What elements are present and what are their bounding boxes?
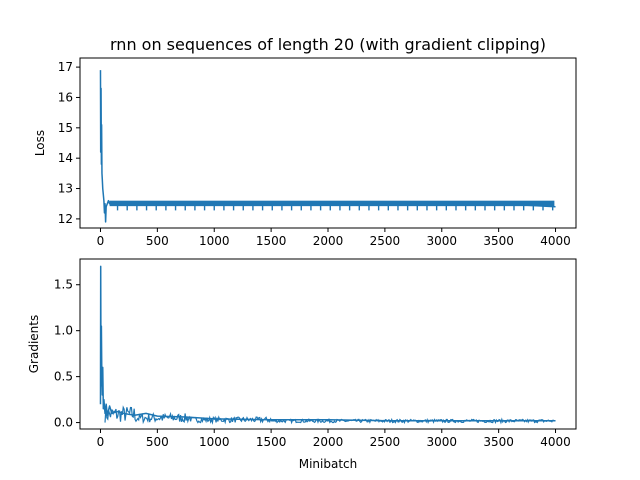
gradients-y-tick-label: 1.0 (54, 324, 73, 338)
loss-x-tick-label: 2000 (313, 234, 344, 248)
loss-x-tick-label: 2500 (370, 234, 401, 248)
gradients-x-tick-label: 2000 (313, 435, 344, 449)
loss-y-ticks: 12 13 14 15 16 17 (58, 60, 80, 226)
gradients-x-tick-label: 2500 (370, 435, 401, 449)
loss-y-axis-label: Loss (33, 130, 47, 156)
gradients-y-tick-label: 1.5 (54, 278, 73, 292)
chart-title: rnn on sequences of length 20 (with grad… (110, 35, 546, 54)
gradients-x-tick-label: 3500 (483, 435, 514, 449)
loss-x-tick-label: 4000 (540, 234, 571, 248)
gradients-y-ticks: 0.0 0.5 1.0 1.5 (54, 278, 80, 430)
gradients-x-tick-label: 4000 (540, 435, 571, 449)
gradients-y-axis-label: Gradients (27, 315, 41, 373)
x-axis-label: Minibatch (299, 457, 358, 471)
gradients-y-tick-label: 0.0 (54, 416, 73, 430)
gradients-x-tick-label: 1500 (256, 435, 287, 449)
loss-noise-band (109, 200, 555, 207)
loss-y-tick-label: 17 (58, 60, 73, 74)
loss-x-ticks: 0 500 1000 1500 2000 2500 3000 3500 4000 (97, 228, 571, 248)
gradients-y-tick-label: 0.5 (54, 370, 73, 384)
loss-y-tick-label: 16 (58, 90, 73, 104)
gradients-subplot: 0 500 1000 1500 2000 2500 3000 3500 4000 0.0 0.5 1… (27, 258, 577, 471)
gradients-x-tick-label: 500 (146, 435, 169, 449)
loss-x-tick-label: 500 (146, 234, 169, 248)
loss-series (99, 70, 556, 223)
loss-y-tick-label: 14 (58, 151, 73, 165)
loss-x-tick-label: 0 (97, 234, 105, 248)
gradients-noise-band (104, 405, 554, 425)
loss-line (99, 70, 556, 223)
loss-subplot: rnn on sequences of length 20 (with grad… (33, 35, 577, 248)
loss-y-tick-label: 12 (58, 212, 73, 226)
gradients-series (99, 265, 556, 425)
loss-x-tick-label: 3500 (483, 234, 514, 248)
loss-x-tick-label: 1500 (256, 234, 287, 248)
loss-y-tick-label: 13 (58, 182, 73, 196)
loss-x-tick-label: 1000 (199, 234, 230, 248)
gradients-axes-frame (79, 258, 577, 430)
gradients-x-ticks: 0 500 1000 1500 2000 2500 3000 3500 4000 (97, 429, 571, 449)
gradients-line (99, 265, 556, 422)
gradients-x-tick-label: 0 (97, 435, 105, 449)
loss-x-tick-label: 3000 (426, 234, 457, 248)
gradients-x-tick-label: 3000 (426, 435, 457, 449)
loss-y-tick-label: 15 (58, 121, 73, 135)
gradients-x-tick-label: 1000 (199, 435, 230, 449)
